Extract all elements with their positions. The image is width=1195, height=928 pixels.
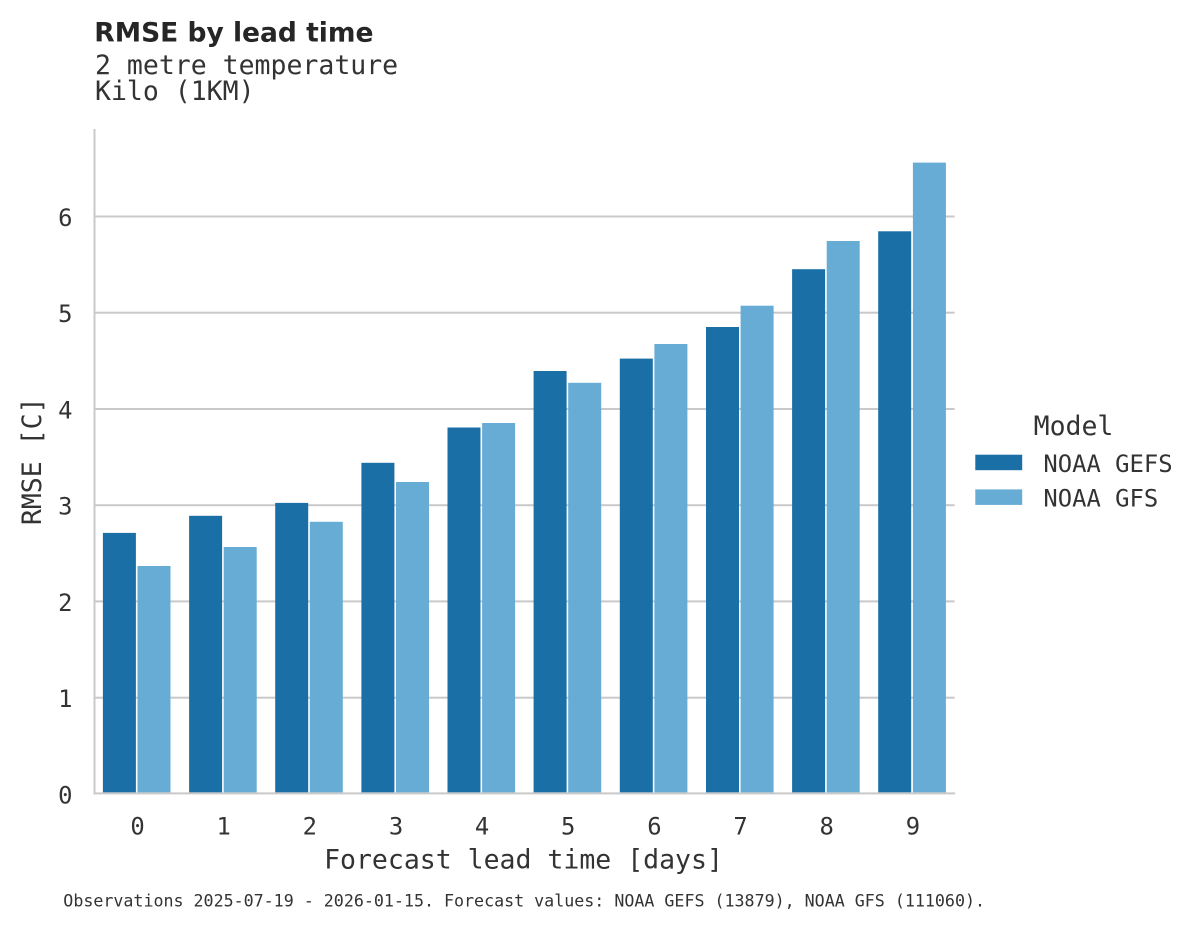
svg-text:9: 9: [906, 812, 920, 840]
svg-text:5: 5: [561, 812, 575, 840]
svg-text:Kilo (1KM): Kilo (1KM): [95, 76, 255, 107]
svg-text:6: 6: [58, 204, 72, 232]
svg-text:6: 6: [647, 812, 661, 840]
svg-text:NOAA GEFS: NOAA GEFS: [1043, 450, 1172, 478]
svg-text:3: 3: [389, 812, 403, 840]
svg-text:4: 4: [475, 812, 489, 840]
svg-text:RMSE [C]: RMSE [C]: [17, 397, 48, 525]
svg-text:0: 0: [58, 781, 72, 809]
svg-text:8: 8: [820, 812, 834, 840]
svg-text:7: 7: [733, 812, 747, 840]
svg-text:1: 1: [58, 685, 72, 713]
svg-text:0: 0: [130, 812, 144, 840]
svg-text:2: 2: [303, 812, 317, 840]
svg-text:RMSE by lead time: RMSE by lead time: [94, 18, 373, 49]
svg-text:Model: Model: [1034, 411, 1114, 442]
svg-text:Forecast lead time [days]: Forecast lead time [days]: [324, 844, 723, 875]
svg-text:2: 2: [58, 589, 72, 617]
svg-text:5: 5: [58, 300, 72, 328]
svg-text:4: 4: [58, 397, 72, 425]
svg-text:Observations 2025-07-19 - 2026: Observations 2025-07-19 - 2026-01-15. Fo…: [63, 891, 985, 910]
svg-text:3: 3: [58, 493, 72, 521]
svg-text:2 metre temperature: 2 metre temperature: [95, 50, 398, 81]
svg-text:NOAA GFS: NOAA GFS: [1043, 485, 1158, 513]
svg-text:1: 1: [217, 812, 231, 840]
